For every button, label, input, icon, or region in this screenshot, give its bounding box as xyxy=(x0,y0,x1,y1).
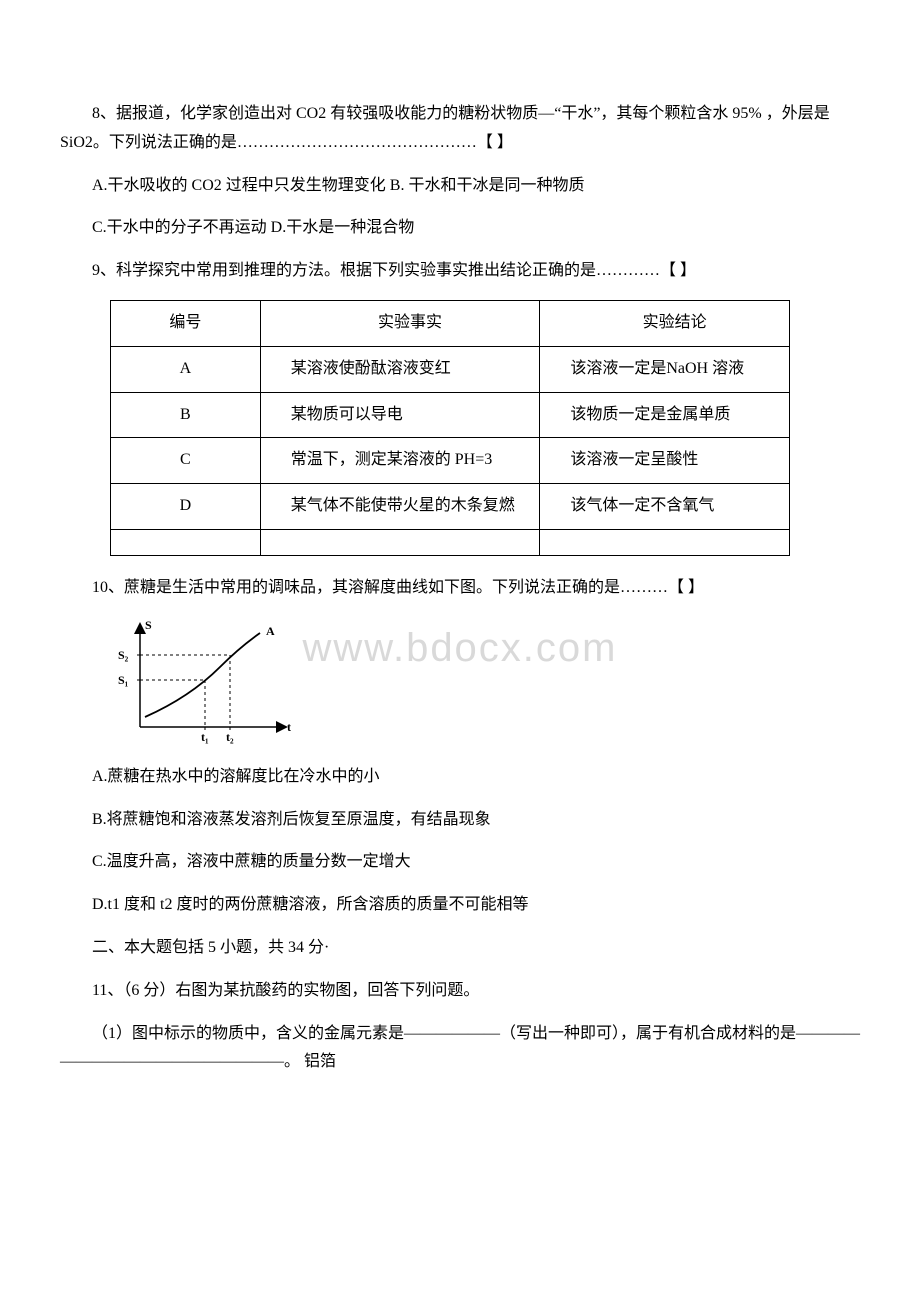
q10-stem: 10、蔗糖是生活中常用的调味品，其溶解度曲线如下图。下列说法正确的是………【 】 xyxy=(60,574,860,603)
q9-table: 编号 实验事实 实验结论 A 某溶液使酚酞溶液变红 该溶液一定是NaOH 溶液 … xyxy=(110,300,790,556)
cell-id: D xyxy=(111,484,261,530)
empty-cell xyxy=(540,529,790,555)
q8-opt-a-b: A.干水吸收的 CO2 过程中只发生物理变化 B. 干水和干冰是同一种物质 xyxy=(60,172,860,201)
svg-text:t₁: t₁ xyxy=(201,730,209,744)
q11-part1: （1）图中标示的物质中，含义的金属元素是——————（写出一种即可），属于有机合… xyxy=(60,1020,860,1078)
cell-fact: 某气体不能使带火星的木条复燃 xyxy=(260,484,540,530)
solubility-chart: St S₁ S₂ t₁ t₂ A xyxy=(110,617,860,747)
cell-fact: 某溶液使酚酞溶液变红 xyxy=(260,346,540,392)
cell-id: A xyxy=(111,346,261,392)
cell-conclusion: 该溶液一定是NaOH 溶液 xyxy=(540,346,790,392)
svg-text:S₁: S₁ xyxy=(118,673,129,687)
svg-text:A: A xyxy=(266,624,275,638)
cell-conclusion: 该气体一定不含氧气 xyxy=(540,484,790,530)
cell-fact: 常温下，测定某溶液的 PH=3 xyxy=(260,438,540,484)
table-row: C 常温下，测定某溶液的 PH=3 该溶液一定呈酸性 xyxy=(111,438,790,484)
q10-opt-a: A.蔗糖在热水中的溶解度比在冷水中的小 xyxy=(60,763,860,792)
table-row: B 某物质可以导电 该物质一定是金属单质 xyxy=(111,392,790,438)
th-fact: 实验事实 xyxy=(260,300,540,346)
cell-id: C xyxy=(111,438,261,484)
q10-opt-d: D.t1 度和 t2 度时的两份蔗糖溶液，所含溶质的质量不可能相等 xyxy=(60,891,860,920)
empty-cell xyxy=(111,529,261,555)
table-row: A 某溶液使酚酞溶液变红 该溶液一定是NaOH 溶液 xyxy=(111,346,790,392)
svg-text:t: t xyxy=(287,720,291,734)
svg-text:t₂: t₂ xyxy=(226,730,234,744)
svg-text:S: S xyxy=(145,618,152,632)
q10-opt-c: C.温度升高，溶液中蔗糖的质量分数一定增大 xyxy=(60,848,860,877)
empty-cell xyxy=(260,529,540,555)
solubility-chart-svg: St S₁ S₂ t₁ t₂ A xyxy=(110,617,300,747)
cell-conclusion: 该溶液一定呈酸性 xyxy=(540,438,790,484)
th-id: 编号 xyxy=(111,300,261,346)
q11-stem: 11、（6 分）右图为某抗酸药的实物图，回答下列问题。 xyxy=(60,977,860,1006)
q9-stem: 9、科学探究中常用到推理的方法。根据下列实验事实推出结论正确的是…………【 】 xyxy=(60,257,860,286)
cell-conclusion: 该物质一定是金属单质 xyxy=(540,392,790,438)
table-empty-row xyxy=(111,529,790,555)
cell-fact: 某物质可以导电 xyxy=(260,392,540,438)
q10-opt-b: B.将蔗糖饱和溶液蒸发溶剂后恢复至原温度，有结晶现象 xyxy=(60,806,860,835)
cell-id: B xyxy=(111,392,261,438)
section-2-heading: 二、本大题包括 5 小题，共 34 分· xyxy=(60,934,860,963)
table-row: D 某气体不能使带火星的木条复燃 该气体一定不含氧气 xyxy=(111,484,790,530)
q8-opt-c-d: C.干水中的分子不再运动 D.干水是一种混合物 xyxy=(60,214,860,243)
th-conclusion: 实验结论 xyxy=(540,300,790,346)
table-header-row: 编号 实验事实 实验结论 xyxy=(111,300,790,346)
svg-text:S₂: S₂ xyxy=(118,648,129,662)
q8-stem: 8、据报道，化学家创造出对 CO2 有较强吸收能力的糖粉状物质—“干水”，其每个… xyxy=(60,100,860,158)
page-content: 8、据报道，化学家创造出对 CO2 有较强吸收能力的糖粉状物质—“干水”，其每个… xyxy=(60,100,860,1077)
